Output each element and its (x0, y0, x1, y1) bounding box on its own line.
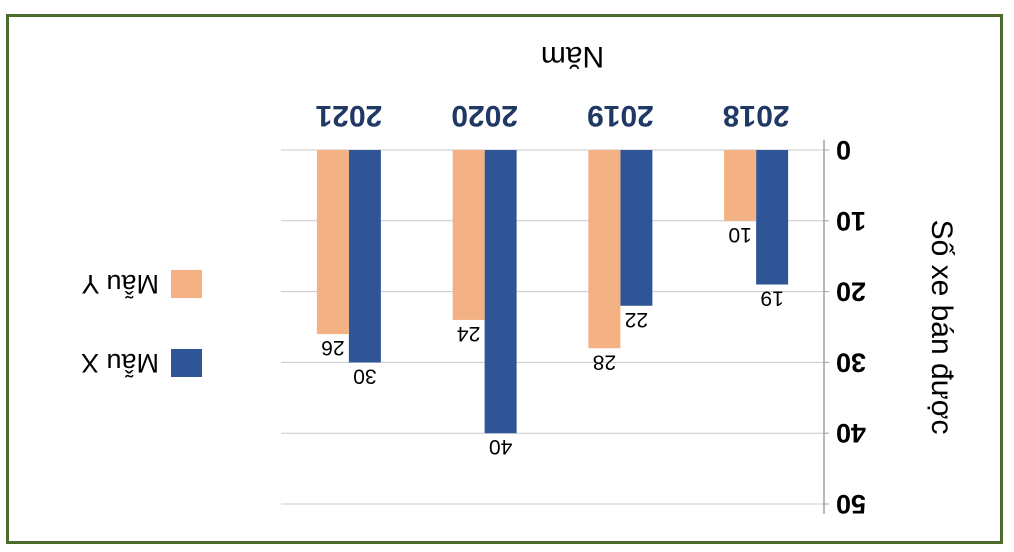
bar-mau-x (348, 150, 381, 363)
data-label: 28 (593, 350, 616, 373)
y-tick-label: 0 (836, 135, 851, 165)
y-tick-label: 40 (836, 418, 866, 448)
data-label: 10 (728, 223, 751, 246)
bar-mau-y (724, 150, 757, 221)
bar-mau-x (756, 150, 789, 285)
bar-mau-y (588, 150, 621, 349)
x-tick-label: 2018 (723, 99, 790, 132)
data-label: 40 (489, 435, 512, 458)
x-axis-title: Năm (541, 40, 604, 73)
data-label: 26 (321, 336, 344, 359)
legend-swatch (171, 349, 202, 377)
legend-swatch (171, 270, 202, 298)
data-label: 19 (760, 287, 783, 310)
x-tick-label: 2019 (587, 99, 654, 132)
chart-rotated-group: 0 10 20 30 40 50 Số xe bán được 19 10 2018 22 28 201… (81, 40, 958, 519)
y-tick-label: 10 (836, 206, 866, 236)
y-tick-label: 20 (836, 277, 866, 307)
legend-label: Mẫu Y (81, 269, 159, 300)
data-label: 30 (353, 364, 376, 387)
y-axis-title: Số xe bán được (925, 220, 958, 435)
x-tick-label: 2021 (316, 99, 383, 132)
y-tick-label: 30 (836, 347, 866, 377)
bar-mau-x (620, 150, 653, 306)
legend-label: Mẫu X (81, 348, 159, 379)
bar-mau-y (316, 150, 349, 335)
x-tick-label: 2020 (451, 99, 518, 132)
bar-mau-y (452, 150, 485, 320)
bar-mau-x (484, 150, 517, 434)
data-label: 22 (625, 308, 648, 331)
data-label: 24 (457, 322, 481, 345)
y-tick-label: 50 (836, 489, 866, 519)
